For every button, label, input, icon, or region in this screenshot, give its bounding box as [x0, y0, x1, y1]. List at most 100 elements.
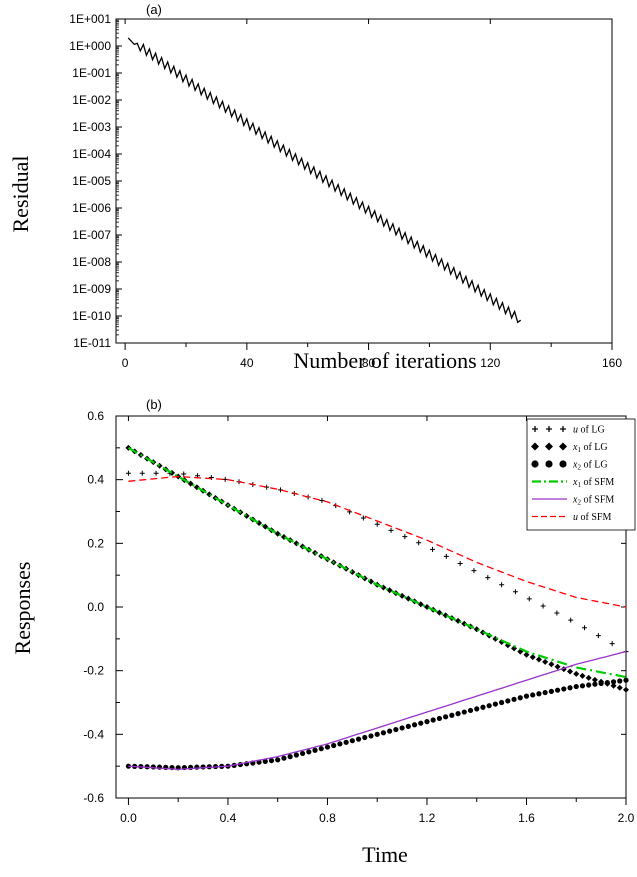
y-tick-label-b: 0.6 — [87, 409, 104, 423]
y-tick-label-a: 1E-002 — [72, 93, 111, 107]
plus-marker — [139, 470, 145, 476]
x-axis-title-a: Number of iterations — [293, 348, 476, 373]
series-x2-sfm — [128, 650, 627, 771]
x-axis-title-b: Time — [362, 842, 408, 867]
y-tick-label-b: 0.0 — [87, 600, 104, 614]
dot-marker — [573, 683, 579, 690]
plus-marker — [430, 546, 436, 552]
dot-marker — [362, 734, 368, 741]
plus-marker — [609, 641, 615, 647]
dot-marker — [567, 685, 573, 691]
plus-marker — [222, 476, 228, 482]
y-tick-label-a: 1E+000 — [69, 39, 111, 53]
y-tick-label-a: 1E-001 — [72, 66, 111, 80]
plus-marker — [457, 560, 463, 566]
plus-marker — [416, 540, 422, 546]
residual-chart: (a) Number of iterations Residual 1E+001… — [8, 2, 622, 373]
dot-marker — [150, 764, 156, 770]
y-tick-label-a: 1E-007 — [72, 228, 111, 242]
dot-marker — [287, 754, 293, 760]
plus-marker — [568, 617, 574, 623]
dot-marker — [461, 709, 467, 715]
y-tick-label-a: 1E-005 — [72, 174, 111, 188]
dot-marker — [592, 681, 598, 687]
dot-marker — [293, 752, 299, 758]
y-tick-label-a: 1E-009 — [72, 282, 111, 296]
dot-marker — [368, 733, 374, 739]
dot-marker — [554, 687, 561, 693]
dot-marker — [355, 736, 362, 742]
legend-diamond-marker — [545, 442, 553, 451]
legend-item: x2 of SFM — [532, 495, 614, 507]
dot-marker — [387, 728, 393, 734]
dot-marker — [393, 726, 399, 733]
dot-marker — [517, 695, 523, 701]
legend-label: x2 of LG — [572, 460, 608, 472]
legend-diamond-marker — [531, 442, 539, 451]
diamond-marker — [523, 651, 530, 658]
diamond-marker — [616, 684, 623, 691]
dot-marker — [579, 683, 586, 689]
y-tick-label-a: 1E+001 — [69, 12, 111, 26]
legend-label: x1 of SFM — [572, 477, 614, 489]
plus-marker — [388, 527, 394, 533]
responses-chart: (b) Time Responses 0.6 0.4 0.2 0.0 -0.2 -0.4 -… — [10, 397, 636, 867]
dot-marker — [586, 682, 592, 688]
plus-marker — [125, 470, 131, 476]
panel-label-b: (b) — [146, 397, 162, 412]
x-tick-label-a: 0 — [122, 356, 129, 370]
legend-label: x2 of SFM — [572, 495, 614, 507]
dot-marker — [337, 741, 343, 747]
dot-marker — [331, 742, 337, 749]
dot-marker — [268, 757, 275, 764]
plus-marker — [595, 633, 601, 639]
legend-item: x2 of LG — [531, 460, 608, 472]
plus-marker — [540, 603, 546, 609]
dot-marker — [349, 738, 355, 744]
dot-marker — [530, 692, 536, 698]
plus-marker — [499, 582, 505, 588]
dot-marker — [156, 764, 163, 770]
y-tick-label-a: 1E-003 — [72, 120, 111, 134]
y-tick-label-a: 1E-011 — [73, 336, 111, 350]
legend-plus-marker — [546, 426, 552, 432]
dot-marker — [486, 703, 492, 709]
x-tick-label-a: 120 — [480, 356, 500, 370]
dot-marker — [405, 723, 411, 729]
dot-marker — [262, 758, 268, 764]
diamond-marker — [542, 658, 549, 665]
series-x2-lg — [125, 677, 629, 771]
plus-marker — [471, 568, 477, 574]
legend-diamond-marker — [559, 442, 567, 451]
legend-item: u of LG — [532, 425, 605, 436]
dot-marker — [598, 680, 604, 687]
dot-marker — [523, 693, 530, 699]
dot-marker — [610, 679, 617, 685]
legend-item: u of SFM — [532, 512, 611, 523]
dot-marker — [380, 730, 387, 736]
legend: u of LG x1 of LG x2 of LG x1 of SFM x2 of SF… — [526, 418, 636, 531]
dot-marker — [505, 698, 511, 704]
dot-marker — [443, 714, 449, 720]
y-tick-label-a: 1E-010 — [72, 309, 111, 323]
dot-marker — [449, 712, 455, 718]
legend-label: u of LG — [573, 425, 605, 436]
legend-dot-marker — [531, 460, 539, 468]
dot-marker — [343, 739, 349, 745]
series-line — [128, 475, 627, 608]
dot-marker — [374, 731, 380, 737]
dot-marker — [561, 686, 567, 692]
plus-marker — [360, 515, 366, 521]
legend-item: x1 of LG — [531, 442, 608, 454]
y-tick-label-b: -0.4 — [83, 727, 104, 741]
x-tick-label-b: 2.0 — [618, 811, 635, 825]
y-tick-label-b: 0.4 — [87, 473, 104, 487]
dot-marker — [312, 747, 318, 753]
y-tick-label-b: -0.2 — [83, 664, 104, 678]
plus-marker — [208, 475, 214, 481]
x-tick-label-b: 0.8 — [319, 811, 336, 825]
series-line — [127, 446, 627, 679]
diamond-marker — [573, 670, 580, 677]
legend-plus-marker — [532, 426, 538, 432]
